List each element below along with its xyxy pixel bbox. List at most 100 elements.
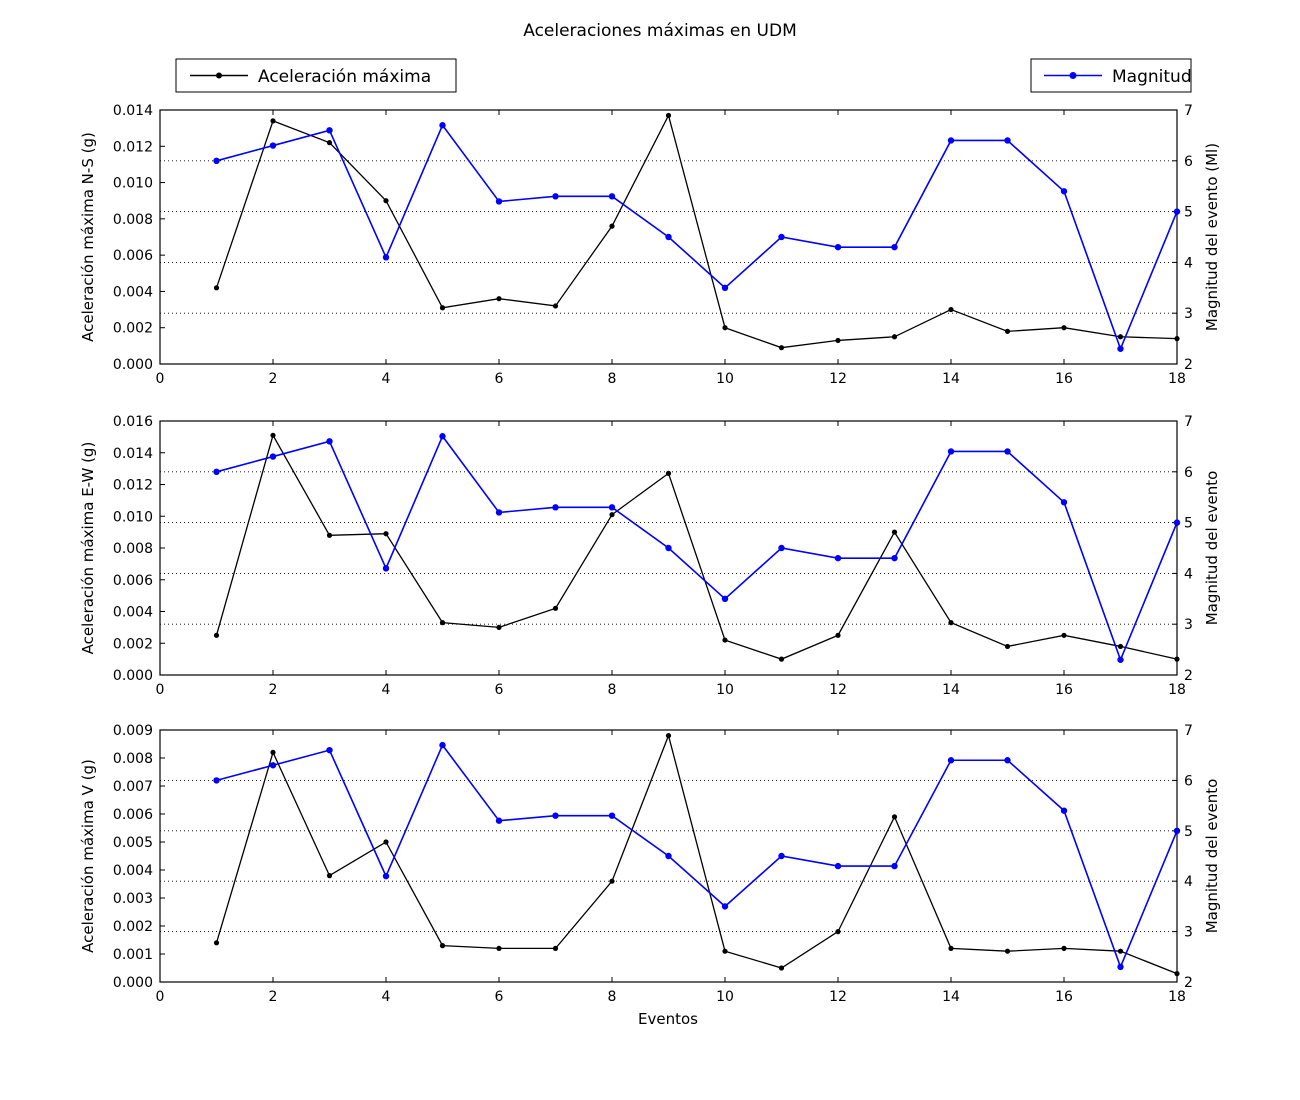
aceleracion-point xyxy=(213,285,220,291)
y-tick-label: 0.006 xyxy=(113,807,153,823)
x-tick-label: 8 xyxy=(608,989,617,1005)
subplot-1: 0 2 4 6 8 10 12 14 16 18 0.000 0.002 0.004 0.006 0.008… xyxy=(113,103,1193,387)
aceleracion-point xyxy=(270,749,276,756)
aceleracion-point xyxy=(383,531,389,537)
x-tick-label: 4 xyxy=(382,371,391,387)
legend-aceleracion: Aceleración máxima xyxy=(175,58,457,93)
x-tick-label: 2 xyxy=(269,989,278,1005)
aceleracion-point xyxy=(778,345,785,351)
aceleracion-point xyxy=(326,873,333,879)
right-tick-label: 2 xyxy=(1184,668,1193,684)
aceleracion-point xyxy=(948,945,954,952)
aceleracion-point xyxy=(552,605,559,611)
aceleracion-point xyxy=(1117,334,1124,340)
magnitud-point xyxy=(1117,656,1124,663)
magnitud-point xyxy=(834,554,842,562)
right-tick-label: 4 xyxy=(1184,874,1193,890)
magnitud-point xyxy=(947,448,955,455)
right-label-3: Magnitud del evento xyxy=(1203,779,1221,934)
aceleracion-point xyxy=(1174,656,1180,662)
aceleracion-point xyxy=(439,620,446,626)
magnitud-line xyxy=(216,743,1178,970)
x-tick-label: 12 xyxy=(829,371,847,387)
right-label-1: Magnitud del evento (Ml) xyxy=(1203,143,1221,331)
magnitud-point xyxy=(552,193,559,200)
gridlines xyxy=(160,779,1177,933)
aceleracion-point xyxy=(1117,948,1124,954)
x-tick-label: 12 xyxy=(829,989,847,1005)
aceleracion-point xyxy=(1004,948,1011,954)
x-tick-label: 2 xyxy=(269,371,278,387)
aceleracion-point xyxy=(722,637,728,643)
magnitud-point xyxy=(608,812,616,819)
magnitud-point xyxy=(608,504,616,511)
magnitud-point xyxy=(213,777,220,784)
magnitud-point xyxy=(439,122,446,129)
magnitud-point xyxy=(495,198,503,205)
magnitud-point xyxy=(1004,448,1011,455)
aceleracion-point xyxy=(948,620,954,626)
aceleracion-point xyxy=(609,512,615,518)
plot-border xyxy=(159,420,1178,676)
y-tick-label: 0.006 xyxy=(113,573,153,589)
x-axis-ticks: 0 2 4 6 8 10 12 14 16 18 xyxy=(156,421,1186,698)
aceleracion-point xyxy=(270,118,276,124)
x-tick-label: 16 xyxy=(1055,989,1073,1005)
y-tick-label: 0.010 xyxy=(113,509,153,525)
y-tick-label: 0.016 xyxy=(113,414,153,430)
aceleracion-point xyxy=(1061,945,1067,952)
aceleracion-point xyxy=(213,632,220,638)
magnitud-line xyxy=(216,434,1178,662)
y-tick-label: 0.004 xyxy=(113,284,153,300)
legend-magnitud-marker xyxy=(1069,72,1077,79)
x-tick-label: 18 xyxy=(1168,371,1186,387)
magnitud-point xyxy=(891,554,898,562)
right-tick-label: 5 xyxy=(1184,205,1193,221)
magnitud-point xyxy=(1117,345,1124,352)
x-tick-label: 14 xyxy=(942,371,960,387)
right-axis-ticks: 2 3 4 5 6 7 xyxy=(1172,723,1193,991)
right-tick-label: 6 xyxy=(1184,773,1193,789)
y-tick-label: 0.006 xyxy=(113,248,153,264)
magnitud-point xyxy=(665,544,672,552)
x-axis-ticks: 0 2 4 6 8 10 12 14 16 18 xyxy=(156,110,1186,387)
magnitud-point xyxy=(382,565,390,572)
aceleracion-point xyxy=(1061,632,1067,638)
y-tick-label: 0.008 xyxy=(113,751,153,767)
y-tick-label: 0.004 xyxy=(113,605,153,621)
ylabel-v: Aceleración máxima V (g) xyxy=(79,759,97,953)
aceleracion-point xyxy=(326,532,333,538)
y-tick-label: 0.005 xyxy=(113,835,153,851)
y-tick-label: 0.009 xyxy=(113,723,153,739)
x-tick-label: 10 xyxy=(716,989,734,1005)
aceleracion-point xyxy=(496,945,502,952)
aceleracion-point xyxy=(552,945,559,952)
aceleracion-point xyxy=(439,943,446,949)
plots: 0 2 4 6 8 10 12 14 16 18 0.000 0.002 0.004 0.006 0.008… xyxy=(113,103,1193,1005)
subplot-2: 0 2 4 6 8 10 12 14 16 18 0.000 0.002 0.004 0.006 0.008… xyxy=(113,414,1193,698)
magnitud-point xyxy=(778,852,785,860)
right-axis-ticks: 2 3 4 5 6 7 xyxy=(1172,103,1193,373)
right-tick-label: 7 xyxy=(1184,723,1193,739)
aceleracion-point xyxy=(609,223,615,229)
y-axis-ticks: 0.000 0.001 0.002 0.003 0.004 0.005 0.006 0.007… xyxy=(113,723,165,991)
aceleracion-point xyxy=(1004,328,1011,334)
x-axis-ticks: 0 2 4 6 8 10 12 14 16 18 xyxy=(156,730,1186,1005)
magnitud-point xyxy=(1060,807,1068,814)
y-tick-label: 0.008 xyxy=(113,212,153,228)
x-tick-label: 16 xyxy=(1055,371,1073,387)
x-tick-label: 6 xyxy=(495,682,504,698)
y-tick-label: 0.002 xyxy=(113,919,153,935)
x-tick-label: 4 xyxy=(382,682,391,698)
right-tick-label: 7 xyxy=(1184,103,1193,119)
aceleracion-point xyxy=(835,337,841,344)
magnitud-point xyxy=(1117,963,1124,971)
right-tick-label: 4 xyxy=(1184,566,1193,582)
x-tick-label: 10 xyxy=(716,371,734,387)
magnitud-point xyxy=(213,468,220,475)
aceleracion-point xyxy=(722,948,728,954)
legend-magnitud: Magnitud xyxy=(1030,58,1192,93)
magnitud-point xyxy=(834,243,842,251)
